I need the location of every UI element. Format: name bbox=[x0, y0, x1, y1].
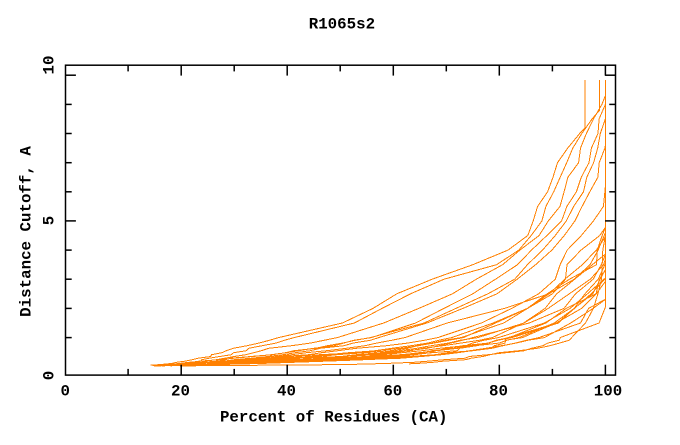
svg-text:80: 80 bbox=[489, 383, 508, 401]
svg-text:R1065s2: R1065s2 bbox=[309, 16, 375, 34]
svg-text:0: 0 bbox=[60, 383, 69, 401]
svg-text:60: 60 bbox=[383, 383, 402, 401]
svg-text:5: 5 bbox=[41, 216, 59, 225]
svg-text:Distance Cutoff, A: Distance Cutoff, A bbox=[18, 146, 36, 317]
svg-text:10: 10 bbox=[41, 56, 59, 75]
svg-text:Percent of Residues (CA): Percent of Residues (CA) bbox=[220, 408, 448, 426]
svg-text:40: 40 bbox=[277, 383, 296, 401]
svg-text:0: 0 bbox=[41, 371, 59, 380]
svg-text:100: 100 bbox=[594, 383, 622, 401]
svg-text:20: 20 bbox=[171, 383, 190, 401]
